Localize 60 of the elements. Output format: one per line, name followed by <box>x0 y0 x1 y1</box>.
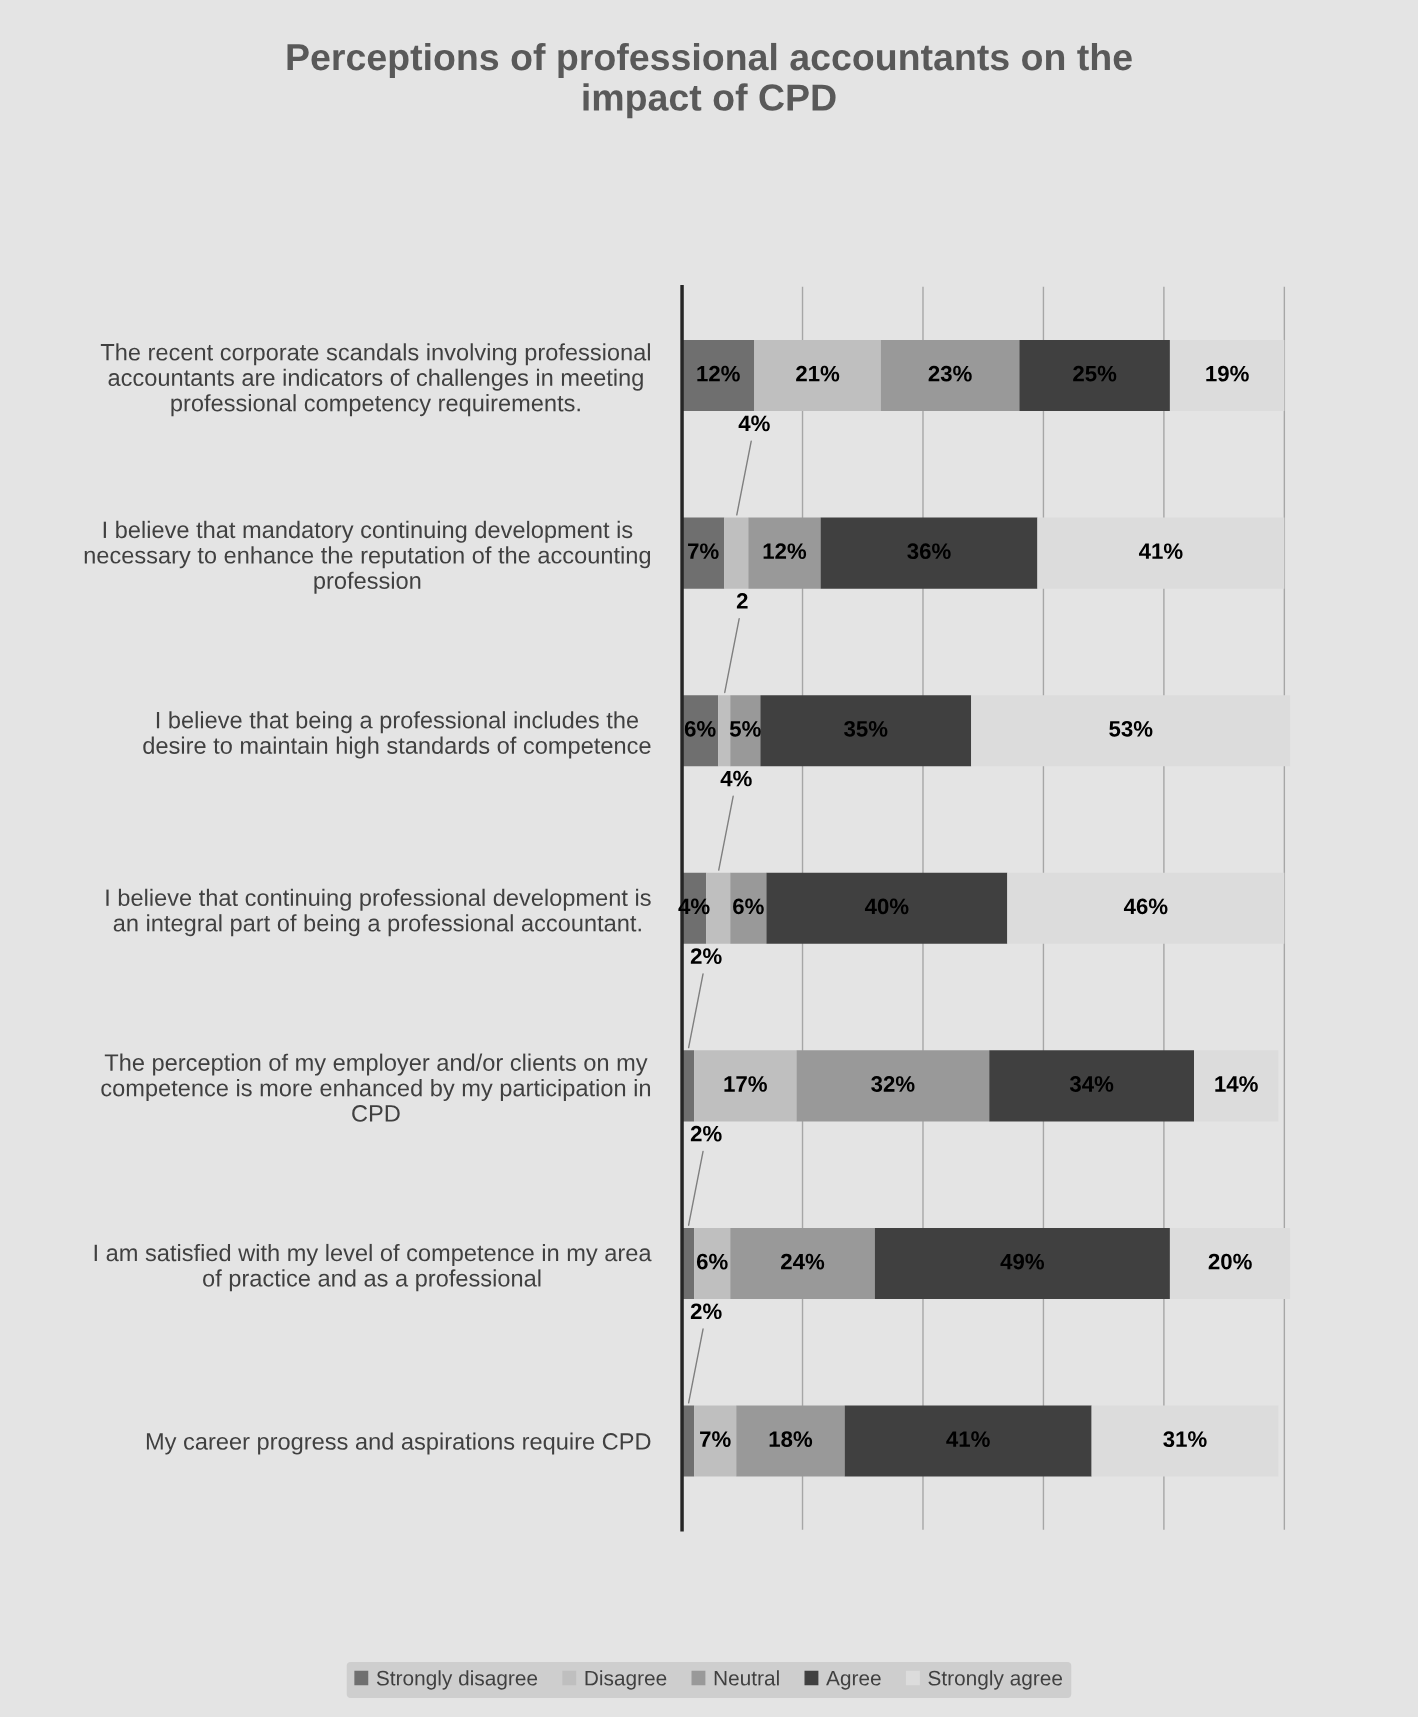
data-label: 21% <box>796 365 840 382</box>
bar <box>694 1405 737 1477</box>
bar <box>796 1050 990 1122</box>
data-label: 46% <box>1123 898 1168 915</box>
data-label: 14% <box>1215 1076 1258 1092</box>
data-label: 41% <box>1138 543 1183 560</box>
data-label: 2% <box>690 1125 722 1142</box>
data-label: 2 <box>736 593 748 609</box>
data-label: 40% <box>864 898 909 915</box>
data-label: 2% <box>690 1303 722 1320</box>
data-label: 12% <box>763 543 807 560</box>
data-label: 18% <box>769 1431 813 1448</box>
y-tick-label: The perception of my employer and/or clients on my competence is more enhanced by my participation in CPD <box>101 1053 651 1122</box>
bar <box>730 872 767 944</box>
bar <box>682 340 755 412</box>
data-label: 2% <box>690 948 722 964</box>
data-label: 6% <box>684 720 716 737</box>
data-label: 19% <box>1206 365 1249 382</box>
data-label: 31% <box>1163 1431 1207 1448</box>
data-label: 7% <box>700 1431 731 1447</box>
bar <box>736 1405 845 1477</box>
legend-label: Strongly disagree <box>376 1670 538 1690</box>
bar <box>730 1227 875 1299</box>
y-tick-label: I am satisfied with my level of competence in my area of practice and as a professional <box>94 1243 652 1292</box>
chart-title: Perceptions of professional accountants on the impact of CPD <box>287 42 1132 119</box>
bar <box>754 340 881 412</box>
data-label: 41% <box>946 1431 990 1447</box>
data-label: 25% <box>1073 365 1117 382</box>
data-label: 36% <box>907 543 951 560</box>
bar <box>718 695 731 767</box>
bar <box>694 1050 797 1122</box>
data-label: 34% <box>1069 1076 1114 1092</box>
y-tick-label: The recent corporate scandals involving professional accountants are indicators of challenges in meeting professional competency requirements. <box>100 343 650 417</box>
data-label: 6% <box>696 1253 728 1270</box>
data-label: 24% <box>781 1253 825 1270</box>
bar <box>694 1227 731 1299</box>
data-label: 53% <box>1109 720 1153 737</box>
data-label: 7% <box>688 543 719 560</box>
data-label: 32% <box>871 1076 915 1092</box>
bar <box>748 517 821 589</box>
data-label: 20% <box>1208 1253 1252 1270</box>
y-tick-label: I believe that continuing professional development is an integral part of being a professional accountant. <box>106 888 651 937</box>
data-label: 4% <box>738 415 770 432</box>
data-label: 6% <box>733 898 764 915</box>
data-label: 35% <box>844 720 888 737</box>
legend-label: Agree <box>826 1671 881 1690</box>
data-label: 4% <box>720 770 752 787</box>
y-tick-label: My career progress and aspirations require CPD <box>146 1432 651 1455</box>
bar <box>880 340 1020 412</box>
data-label: 17% <box>724 1076 767 1092</box>
y-tick-label: I believe that being a professional includes the desire to maintain high standards of competence <box>143 711 651 759</box>
data-label: 49% <box>1000 1253 1045 1270</box>
bar <box>724 517 749 589</box>
data-label: 23% <box>928 365 972 382</box>
data-label: 5% <box>729 720 761 737</box>
legend-label: Strongly agree <box>928 1670 1063 1690</box>
legend-label: Neutral <box>714 1670 779 1686</box>
legend-label: Disagree <box>585 1670 667 1690</box>
data-label: 12% <box>697 365 740 382</box>
y-tick-label: I believe that mandatory continuing development is necessary to enhance the reputation of the accounting profession <box>84 520 651 594</box>
